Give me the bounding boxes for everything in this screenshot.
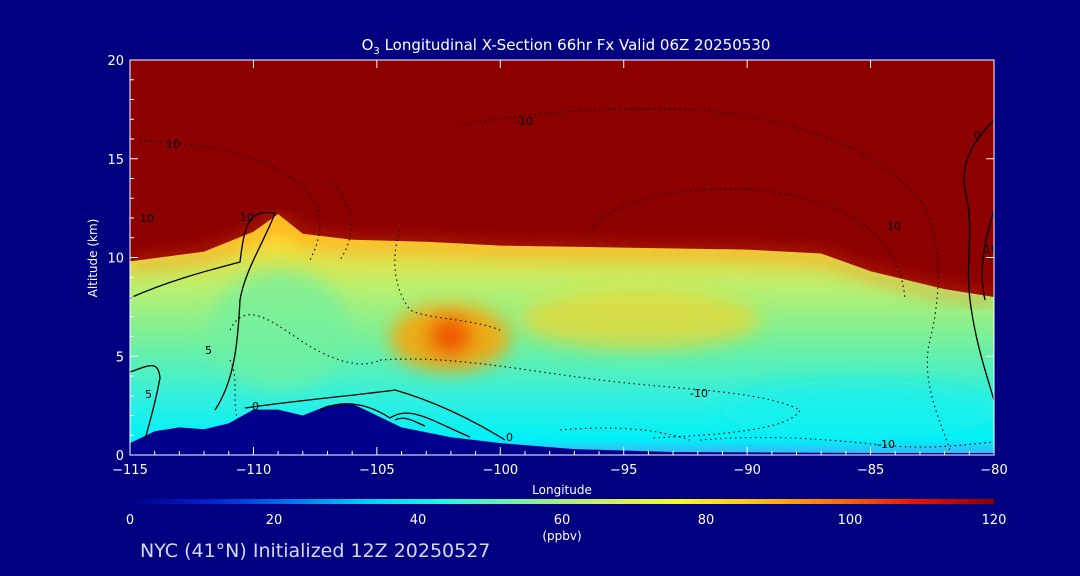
chart-title-rest: Longitudinal X-Section 66hr Fx Valid 06Z… [380,36,771,54]
x-tick-label: −105 [359,463,395,478]
y-tick-label: 5 [116,350,124,365]
colorbar-unit: (ppbv) [542,529,581,543]
chart-title-subscript: 3 [373,46,379,57]
chart-title-prefix: O [362,36,374,54]
contour-label: 5 [205,344,212,357]
contour-label: 10 [887,220,901,233]
contour-label: -10 [690,387,708,400]
stratosphere-region [130,60,994,297]
field-blobs [210,270,994,440]
contour-solid-east [963,119,994,401]
x-axis-label: Longitude [532,483,592,497]
chart-title: O3 Longitudinal X-Section 66hr Fx Valid … [362,36,771,57]
contour-solid-ridge [319,403,471,438]
colorbar-tick-label: 100 [838,513,863,528]
low-blob-west [210,270,350,390]
colorbar-tick-label: 0 [126,513,134,528]
contour-label: 0 [252,400,259,413]
y-tick-label: 15 [107,153,124,168]
contour-label-group: 10 10 5 10 -10 0 10 5 0 -10 -10 10 0 [140,115,998,451]
elevated-blob-east [520,290,760,350]
plot-area: 10 10 5 10 -10 0 10 5 0 -10 -10 10 0 [130,60,998,455]
x-tick-label: −90 [733,463,760,478]
contour-label: 0 [506,431,513,444]
contour-lines [130,108,994,451]
colorbar [130,499,994,504]
x-tick-label: −110 [236,463,272,478]
terrain-region [130,403,994,455]
contour-label: 5 [145,388,152,401]
y-axis: 0 5 10 15 20 [107,54,994,464]
contour-label: 0 [974,129,981,142]
contour-label: 10 [984,243,998,256]
stratosphere-edge [130,213,994,305]
x-tick-label: −100 [482,463,518,478]
x-tick-label: −115 [112,463,148,478]
y-axis-label: Altitude (km) [86,219,100,298]
y-tick-label: 20 [107,54,124,69]
ozone-max-core [428,316,472,356]
contour-label: -10 [877,438,895,451]
contour-dotted-lower [559,427,994,448]
colorbar-tick-label: 60 [554,513,571,528]
colorbar-tick-label: 80 [698,513,715,528]
y-tick-label: 0 [116,449,124,464]
x-tick-label: −85 [857,463,884,478]
colorbar-tick-label: 120 [982,513,1007,528]
colorbar-tick-label: 20 [266,513,283,528]
x-tick-label: −95 [610,463,637,478]
low-blob-east [720,380,994,440]
x-axis: −115 −110 −105 −100 −95 −90 −85 −80 [112,60,1008,478]
contour-label: 10 [166,138,180,151]
x-tick-label: −80 [980,463,1007,478]
footer-caption: NYC (41°N) Initialized 12Z 20250527 [140,540,491,562]
contour-label: 10 [240,211,254,224]
contour-solid-west [130,211,506,441]
colorbar-ticks: 0 20 40 60 80 100 120 [126,513,1007,528]
contour-label: 10 [140,212,154,225]
y-tick-label: 10 [107,252,124,267]
contour-label: -10 [515,115,533,128]
colorbar-tick-label: 40 [410,513,427,528]
